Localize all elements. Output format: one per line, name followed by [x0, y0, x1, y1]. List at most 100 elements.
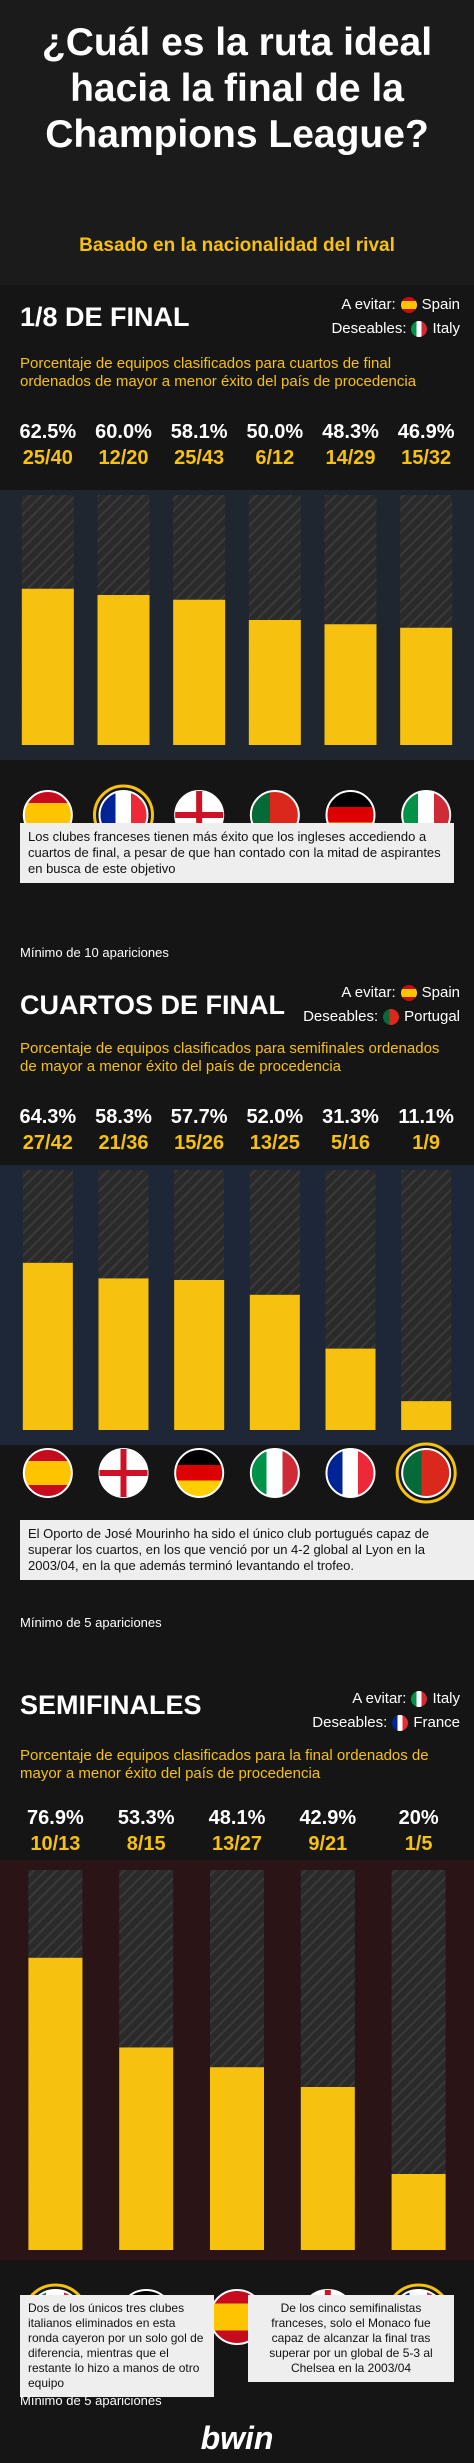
bar [119, 2047, 174, 2250]
value-label: 58.3% [95, 1106, 152, 1128]
bar [210, 2067, 264, 2250]
bar-track [401, 1170, 452, 1430]
section-quarter-finals: CUARTOS DE FINAL A evitar: Spain Deseable… [0, 975, 474, 1675]
france-flag-icon [325, 1448, 376, 1498]
section-description: Porcentaje de equipos clasificados para … [20, 1040, 440, 1075]
ratio-label: 1/9 [412, 1132, 440, 1154]
desired-country: France [413, 1714, 460, 1731]
chart-background [0, 1165, 474, 1445]
ratio-label: 8/15 [127, 1833, 166, 1855]
callout: Los clubes franceses tienen más éxito qu… [20, 823, 454, 883]
bar [174, 1279, 225, 1430]
header: ¿Cuál es la ruta ideal hacia la final de… [0, 0, 474, 285]
ratio-label: 25/43 [174, 447, 224, 469]
ratio-label: 13/25 [250, 1132, 300, 1154]
bar [21, 588, 74, 745]
ratio-label: 14/29 [325, 447, 375, 469]
chart-round-of-16: 62.5% 25/40 60.0% 12/20 58.1% 25/43 50.0% 6/12 4… [0, 421, 474, 846]
section-description: Porcentaje de equipos clasificados para … [20, 355, 417, 390]
minimum-note: Mínimo de 10 apariciones [20, 945, 169, 960]
ratio-label: 1/5 [405, 1833, 433, 1855]
bar [248, 620, 301, 745]
bar [28, 1957, 83, 2250]
ratio-label: 12/20 [98, 447, 148, 469]
ratio-label: 9/21 [308, 1833, 347, 1855]
value-label: 11.1% [398, 1106, 454, 1128]
bar [98, 1278, 149, 1430]
minimum-note: Mínimo de 5 apariciones [20, 2393, 162, 2408]
ratio-label: 6/12 [255, 447, 294, 469]
value-label: 31.3% [322, 1106, 379, 1128]
value-label: 48.3% [322, 421, 379, 443]
value-label: 53.3% [118, 1807, 175, 1829]
desired-label: Deseables: [303, 1008, 379, 1025]
brand-logo: bwin [200, 2420, 274, 2456]
bar [325, 1348, 376, 1430]
avoid-country: Spain [421, 984, 460, 1001]
england-cross-v [120, 1449, 127, 1497]
italy-flag-icon [411, 321, 428, 337]
legend: A evitar: Italy Deseables: France [312, 1687, 460, 1735]
value-label: 42.9% [299, 1807, 356, 1829]
bar [173, 599, 226, 745]
callout-left: Dos de los únicos tres clubes italianos … [20, 2295, 214, 2397]
legend: A evitar: Spain Deseables: Italy [331, 293, 460, 341]
italy-flag-icon [411, 1691, 428, 1707]
value-label: 48.1% [209, 1807, 266, 1829]
page-title: ¿Cuál es la ruta ideal hacia la final de… [41, 21, 433, 156]
desired-label: Deseables: [331, 320, 407, 337]
section-round-of-16: 1/8 DE FINAL A evitar: Spain Deseables: It… [0, 285, 474, 975]
ratio-label: 27/42 [23, 1132, 73, 1154]
page-subtitle: Basado en la nacionalidad del rival [79, 235, 395, 256]
avoid-label: A evitar: [352, 1690, 407, 1707]
avoid-label: A evitar: [341, 984, 396, 1001]
chart-quarter-finals: 64.3% 27/42 58.3% 21/36 57.7% 15/26 52.0% 13/25… [0, 1106, 474, 1504]
italy-flag-icon [249, 1448, 300, 1498]
value-label: 52.0% [246, 1106, 303, 1128]
legend: A evitar: Spain Deseables: Portugal [303, 981, 460, 1029]
ratio-label: 5/16 [331, 1132, 370, 1154]
ratio-label: 15/32 [401, 447, 451, 469]
callout-right: De los cinco semifinalistas franceses, s… [248, 2295, 454, 2382]
ratio-label: 10/13 [30, 1833, 80, 1855]
highlight-ring [395, 1442, 457, 1504]
desired-country: Italy [432, 320, 460, 337]
bar [391, 2174, 446, 2250]
value-label: 60.0% [95, 421, 152, 443]
bar [97, 595, 150, 745]
value-label: 64.3% [19, 1106, 76, 1128]
section-description: Porcentaje de equipos clasificados para … [20, 1747, 429, 1782]
portugal-flag-icon [383, 1009, 400, 1025]
bar [400, 627, 453, 745]
value-label: 76.9% [27, 1807, 84, 1829]
bar [249, 1294, 300, 1430]
value-label: 57.7% [171, 1106, 228, 1128]
ratio-label: 25/40 [23, 447, 73, 469]
value-label: 50.0% [246, 421, 303, 443]
value-label: 58.1% [171, 421, 228, 443]
minimum-note: Mínimo de 5 apariciones [20, 1615, 162, 1630]
desired-label: Deseables: [312, 1714, 388, 1731]
bar [300, 2086, 355, 2250]
bar [324, 624, 377, 745]
ratio-label: 15/26 [174, 1132, 224, 1154]
desired-country: Portugal [404, 1008, 460, 1025]
bar [401, 1401, 452, 1430]
chart-background [0, 490, 474, 760]
value-label: 62.5% [19, 421, 76, 443]
avoid-country: Italy [432, 1690, 460, 1707]
section-title: SEMIFINALES [20, 1690, 202, 1720]
avoid-label: A evitar: [341, 296, 396, 313]
spain-flag-icon [400, 297, 417, 313]
section-title: 1/8 DE FINAL [20, 302, 190, 332]
bar [22, 1262, 73, 1430]
portugal-flag-icon [401, 1448, 452, 1498]
ratio-label: 13/27 [212, 1833, 262, 1855]
section-semi-finals: SEMIFINALES A evitar: Italy Deseables: Fra… [0, 1675, 474, 2415]
france-flag-icon [392, 1715, 409, 1731]
germany-flag-icon [174, 1448, 225, 1498]
spain-flag-icon [22, 1448, 73, 1498]
value-label: 20% [399, 1807, 439, 1829]
value-label: 46.9% [398, 421, 455, 443]
england-cross-v [196, 791, 203, 839]
